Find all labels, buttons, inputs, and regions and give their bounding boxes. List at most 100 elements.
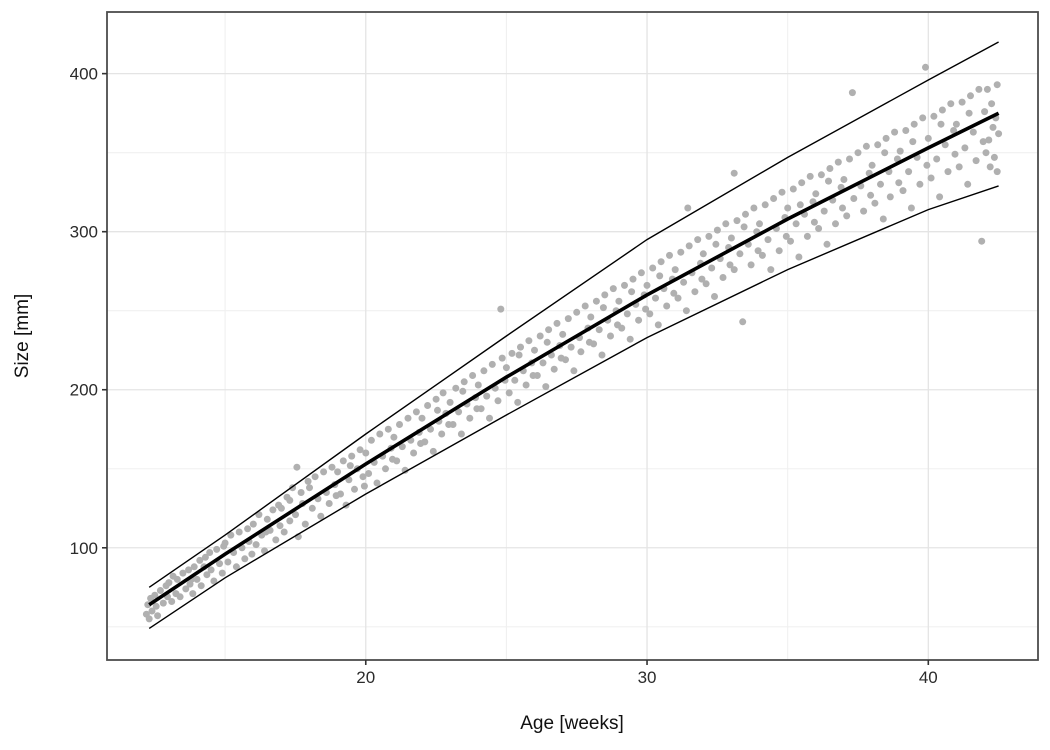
data-point [990, 153, 998, 161]
data-point [982, 149, 990, 157]
data-point [434, 406, 441, 414]
data-point [902, 127, 910, 134]
data-point [924, 134, 932, 142]
data-point [474, 381, 482, 389]
data-point [882, 134, 890, 142]
data-point [834, 158, 842, 166]
data-point [497, 305, 505, 313]
data-point [657, 258, 665, 266]
data-point [577, 348, 585, 356]
data-point [656, 272, 664, 280]
x-tick-label: 40 [919, 668, 938, 687]
data-point [156, 587, 164, 594]
data-point [494, 397, 502, 405]
data-point [910, 120, 918, 128]
center-trend-line [148, 111, 1000, 607]
data-point [292, 511, 299, 519]
data-point [820, 207, 828, 215]
data-point [587, 313, 595, 321]
data-point [713, 226, 721, 234]
data-point [649, 264, 657, 272]
data-point [862, 142, 870, 150]
data-point [182, 585, 190, 593]
data-point [356, 446, 364, 454]
data-point [525, 337, 533, 345]
data-point [224, 558, 232, 566]
data-point [570, 367, 578, 375]
data-point [536, 332, 544, 340]
data-point [401, 466, 409, 474]
data-point [823, 240, 831, 248]
data-point [909, 138, 917, 146]
data-point [730, 266, 738, 274]
y-axis-title: Size [mm] [12, 293, 33, 379]
data-point [756, 220, 763, 228]
data-point [531, 346, 538, 354]
data-point [874, 141, 882, 149]
data-point [533, 372, 541, 379]
data-point [919, 114, 927, 122]
data-point [522, 381, 530, 389]
data-point [761, 201, 769, 209]
data-point [712, 240, 720, 248]
data-point [301, 520, 309, 528]
data-point [277, 504, 285, 512]
data-point [916, 180, 924, 188]
data-point [680, 278, 688, 286]
data-point [930, 112, 938, 120]
y-tick-label: 200 [70, 381, 98, 400]
data-point [427, 425, 434, 433]
data-point [629, 275, 637, 283]
data-point [460, 378, 468, 386]
data-point [502, 364, 510, 372]
data-point [764, 236, 772, 244]
data-point [964, 180, 972, 188]
data-point [812, 190, 820, 198]
data-point [550, 365, 558, 373]
data-point [148, 607, 156, 615]
data-point [210, 577, 218, 585]
data-point [365, 470, 373, 477]
data-point [486, 414, 493, 422]
data-point [477, 405, 485, 413]
data-point [618, 324, 626, 332]
data-point [197, 582, 205, 590]
data-point [480, 367, 488, 375]
data-point [429, 447, 437, 455]
data-point [398, 443, 406, 451]
data-point [881, 149, 889, 157]
data-point [933, 155, 941, 163]
data-point [466, 414, 474, 422]
data-point [685, 242, 693, 250]
data-point [362, 449, 370, 457]
data-point [796, 201, 804, 209]
data-point [941, 141, 949, 149]
data-point [498, 354, 506, 362]
data-point [965, 109, 973, 117]
data-point [360, 482, 368, 490]
data-point [438, 430, 446, 438]
data-point [708, 264, 716, 272]
data-point [598, 351, 606, 359]
data-point [787, 237, 794, 245]
data-point [969, 128, 977, 136]
data-point [694, 236, 702, 244]
data-point [339, 457, 347, 465]
data-point [993, 168, 1001, 176]
data-point [601, 291, 609, 299]
data-point [376, 430, 384, 438]
data-point [879, 215, 887, 223]
data-point [747, 261, 755, 269]
data-point [249, 520, 257, 528]
data-point [432, 395, 440, 403]
data-point [553, 319, 561, 327]
data-point [671, 266, 679, 274]
panel-border [106, 11, 1039, 661]
data-point [682, 307, 690, 315]
data-point [850, 195, 858, 202]
data-point [810, 218, 818, 226]
data-point [626, 335, 634, 343]
data-point [832, 220, 839, 228]
data-point [983, 85, 991, 93]
